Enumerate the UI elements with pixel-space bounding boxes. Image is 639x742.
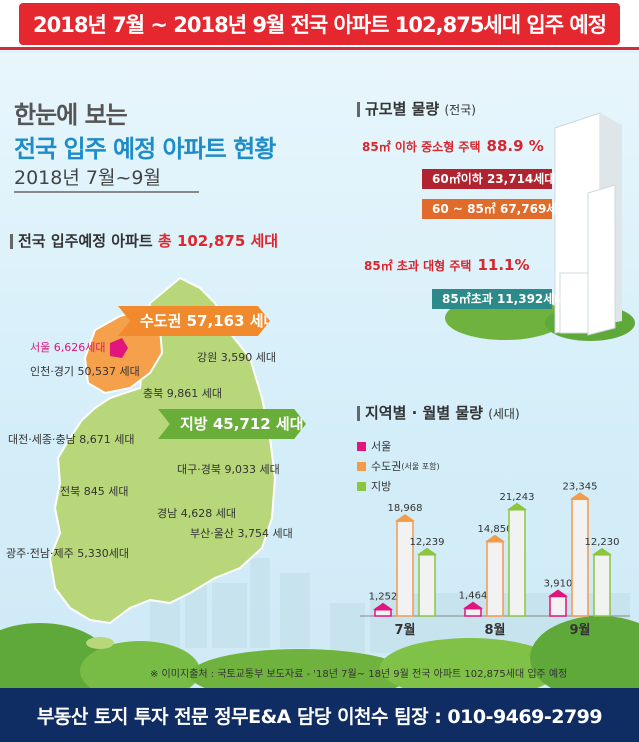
infographic-body: 한눈에 보는 전국 입주 예정 아파트 현황 2018년 7월~9월 규모별 물… [0, 53, 639, 688]
map-label-busan: 부산·울산 3,754 세대 [190, 527, 293, 540]
title-underline [14, 191, 199, 193]
map-label-jeonbuk: 전북 845 세대 [60, 485, 129, 498]
tag-85-over: 85㎡초과 11,392세대 [432, 289, 565, 309]
x-tick-label: 9월 [569, 622, 590, 638]
bar-1-1 [486, 541, 504, 617]
title-line1: 한눈에 보는 [14, 101, 128, 129]
legend-swatch [357, 441, 366, 451]
map-jeju [86, 637, 114, 649]
bar-value-label: 18,968 [388, 503, 423, 514]
banner-title: 2018년 7월 ~ 2018년 9월 전국 아파트 102,875세대 입주 … [19, 2, 620, 45]
apartment-buildings [554, 112, 622, 336]
small-units-label: 85㎡ 이하 중소형 주택 88.9 % [362, 137, 544, 155]
bar-value-label: 1,464 [459, 591, 488, 602]
map-label-seoul: 서울 6,626세대 [30, 341, 106, 354]
large-units-label: 85㎡ 초과 대형 주택 11.1% [364, 256, 530, 274]
bar-roof-2-1 [570, 492, 590, 500]
bar-0-1 [396, 520, 414, 617]
map-label-daegu: 대구·경북 9,033 세대 [177, 463, 280, 476]
section-bar [357, 406, 360, 421]
tag-60-85-text: 60 ~ 85㎡ 67,769세대 [432, 202, 569, 216]
size-title-text: 규모별 물량 [365, 100, 440, 118]
legend-swatch [357, 461, 366, 471]
total-value: 102,875 세대 [176, 232, 279, 250]
bar-2-1 [571, 498, 589, 617]
bar-roof-0-0 [373, 602, 393, 610]
section-bar [10, 234, 13, 249]
bottom-contact-banner: 부동산 토지 투자 전문 정무E&A 담당 이천수 팀장 : 010-9469-… [0, 688, 639, 742]
bar-value-label: 12,239 [410, 537, 445, 548]
tag-60-under: 60㎡이하 23,714세대 [422, 169, 556, 189]
map-label-incheon: 인천·경기 50,537 세대 [30, 365, 140, 378]
large-units-text: 85㎡ 초과 대형 주택 [364, 259, 472, 273]
bar-0-2 [418, 554, 436, 617]
monthly-subtitle: (세대) [488, 407, 520, 421]
capital-arrow-label: 수도권 57,163 세대 [118, 306, 270, 336]
bar-value-label: 1,252 [369, 592, 398, 603]
section-bar [357, 102, 360, 117]
tag-85-text: 85㎡초과 11,392세대 [442, 292, 566, 306]
map-label-gyeongnam: 경남 4,628 세대 [157, 507, 236, 520]
bar-value-label: 12,230 [585, 537, 620, 548]
bar-roof-1-2 [507, 502, 527, 510]
legend-label: 서울 [371, 440, 392, 453]
bar-value-label: 21,243 [500, 492, 535, 503]
bar-1-2 [508, 509, 526, 617]
legend-item-seoul: 서울 [357, 438, 440, 454]
local-arrow-label: 지방 45,712 세대 [158, 409, 306, 439]
map-label-gangwon: 강원 3,590 세대 [197, 351, 276, 364]
bar-1-0 [464, 607, 482, 617]
monthly-section-title: 지역별 · 월별 물량 (세대) [357, 402, 520, 423]
bar-roof-2-2 [592, 547, 612, 555]
legend-label: 수도권 [371, 460, 402, 473]
small-units-text: 85㎡ 이하 중소형 주택 [362, 140, 481, 154]
source-note: ※ 이미지출처 : 국토교통부 보도자료 - '18년 7월~ 18년 9월 전… [150, 669, 568, 680]
title-line2: 전국 입주 예정 아파트 현황 [14, 135, 276, 163]
monthly-bar-chart: 1,252 18,968 12,239 7월 1,464 14,850 21,243 8월 3,… [360, 481, 630, 638]
bar-value-label: 14,850 [478, 524, 513, 535]
total-label: 전국 입주예정 아파트 [18, 232, 153, 250]
map-label-chungbuk: 충북 9,861 세대 [143, 387, 222, 400]
map-label-daejeon: 대전·세종·충남 8,671 세대 [8, 433, 135, 446]
small-units-pct: 88.9 % [486, 137, 544, 155]
map-local-region [48, 276, 277, 625]
title-line3: 2018년 7월~9월 [14, 167, 161, 189]
top-banner: 2018년 7월 ~ 2018년 9월 전국 아파트 102,875세대 입주 … [0, 0, 639, 50]
legend-item-capital: 수도권 (서울 포함) [357, 458, 440, 474]
chart-legend: 서울 수도권 (서울 포함) 지방 [357, 438, 440, 498]
tag-60-85: 60 ~ 85㎡ 67,769세대 [422, 199, 568, 219]
size-subtitle: (전국) [444, 103, 476, 117]
bar-roof-0-2 [417, 547, 437, 555]
bar-value-label: 3,910 [544, 578, 573, 589]
legend-swatch [357, 481, 366, 491]
tag-60-text: 60㎡이하 23,714세대 [432, 172, 556, 186]
large-units-pct: 11.1% [477, 256, 530, 274]
bar-2-2 [593, 554, 611, 617]
legend-note: (서울 포함) [401, 461, 440, 471]
legend-item-local: 지방 [357, 478, 440, 494]
x-tick-label: 7월 [394, 622, 415, 638]
bar-roof-1-1 [485, 534, 505, 542]
bar-roof-0-1 [395, 514, 415, 522]
bar-2-0 [549, 595, 567, 617]
monthly-title-text: 지역별 · 월별 물량 [365, 404, 483, 422]
map-label-gwangju: 광주·전남·제주 5,330세대 [6, 547, 129, 560]
legend-label: 지방 [371, 480, 392, 493]
bar-roof-2-0 [548, 589, 568, 597]
bar-roof-1-0 [463, 601, 483, 609]
bar-value-label: 23,345 [563, 481, 598, 492]
total-section-title: 전국 입주예정 아파트 총 102,875 세대 [10, 230, 278, 251]
bar-0-0 [374, 608, 392, 617]
size-section-title: 규모별 물량 (전국) [357, 98, 476, 119]
x-tick-label: 8월 [484, 622, 505, 638]
map-seoul [110, 338, 128, 358]
total-prefix: 총 [157, 232, 172, 250]
